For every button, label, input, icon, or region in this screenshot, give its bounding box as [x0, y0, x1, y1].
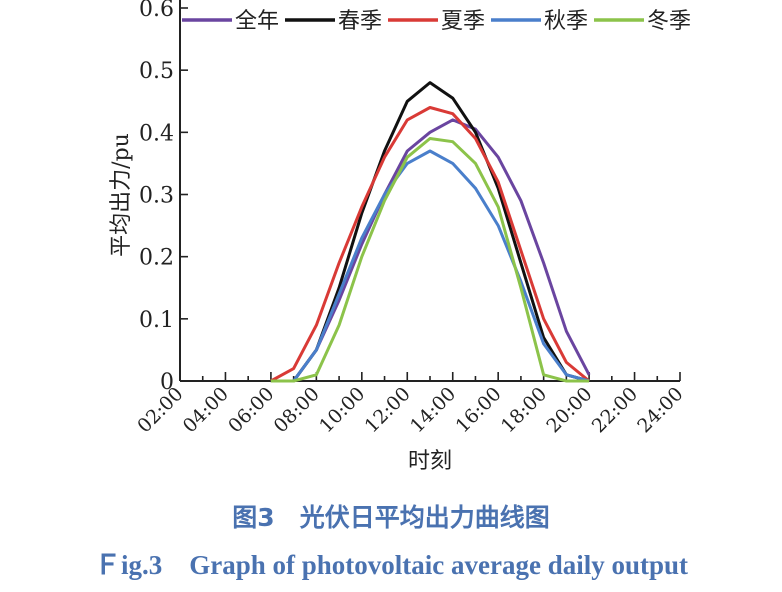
x-tick-label: 04:00: [179, 383, 233, 437]
legend-label: 全年: [235, 9, 279, 34]
x-tick-label: 18:00: [497, 383, 551, 437]
series-line-冬季: [270, 137, 590, 383]
y-tick-label: 0.2: [139, 246, 174, 271]
axes-frame: [179, 0, 680, 382]
x-tick-label: 20:00: [542, 383, 596, 437]
x-tick-label: 08:00: [270, 383, 324, 437]
x-tick-label: 10:00: [315, 383, 369, 437]
legend-label: 春季: [338, 9, 382, 34]
y-tick-label: 0.6: [139, 0, 174, 22]
x-tick-label: 14:00: [406, 383, 460, 437]
x-tick-label: 06:00: [224, 383, 278, 437]
figure-caption-chinese: 图3 光伏日平均出力曲线图: [232, 503, 550, 532]
x-tick-label: 12:00: [361, 383, 415, 437]
y-tick-label: 0.1: [139, 308, 174, 333]
x-axis-label: 时刻: [408, 449, 452, 474]
x-tick-label: 24:00: [633, 383, 687, 437]
legend: 全年 春季 夏季 秋季 冬季: [182, 9, 691, 34]
y-axis-label: 平均出力/pu: [109, 133, 134, 257]
figure-caption-english: Ｆig.3 Graph of photovoltaic average dail…: [93, 550, 688, 580]
y-axis-ticks: 0 0.1 0.2 0.3 0.4 0.5 0.6: [139, 0, 188, 395]
legend-label: 夏季: [441, 9, 485, 34]
x-tick-label: 16:00: [451, 383, 505, 437]
series-line-夏季: [270, 106, 591, 383]
y-tick-label: 0.5: [139, 59, 174, 84]
y-tick-label: 0: [160, 370, 174, 395]
x-tick-label: 22:00: [588, 383, 642, 437]
legend-label: 冬季: [647, 9, 691, 34]
y-tick-label: 0.3: [139, 184, 174, 209]
series-lines: [270, 81, 591, 383]
series-line-秋季: [270, 149, 590, 383]
y-tick-label: 0.4: [139, 121, 174, 146]
legend-label: 秋季: [544, 9, 588, 34]
